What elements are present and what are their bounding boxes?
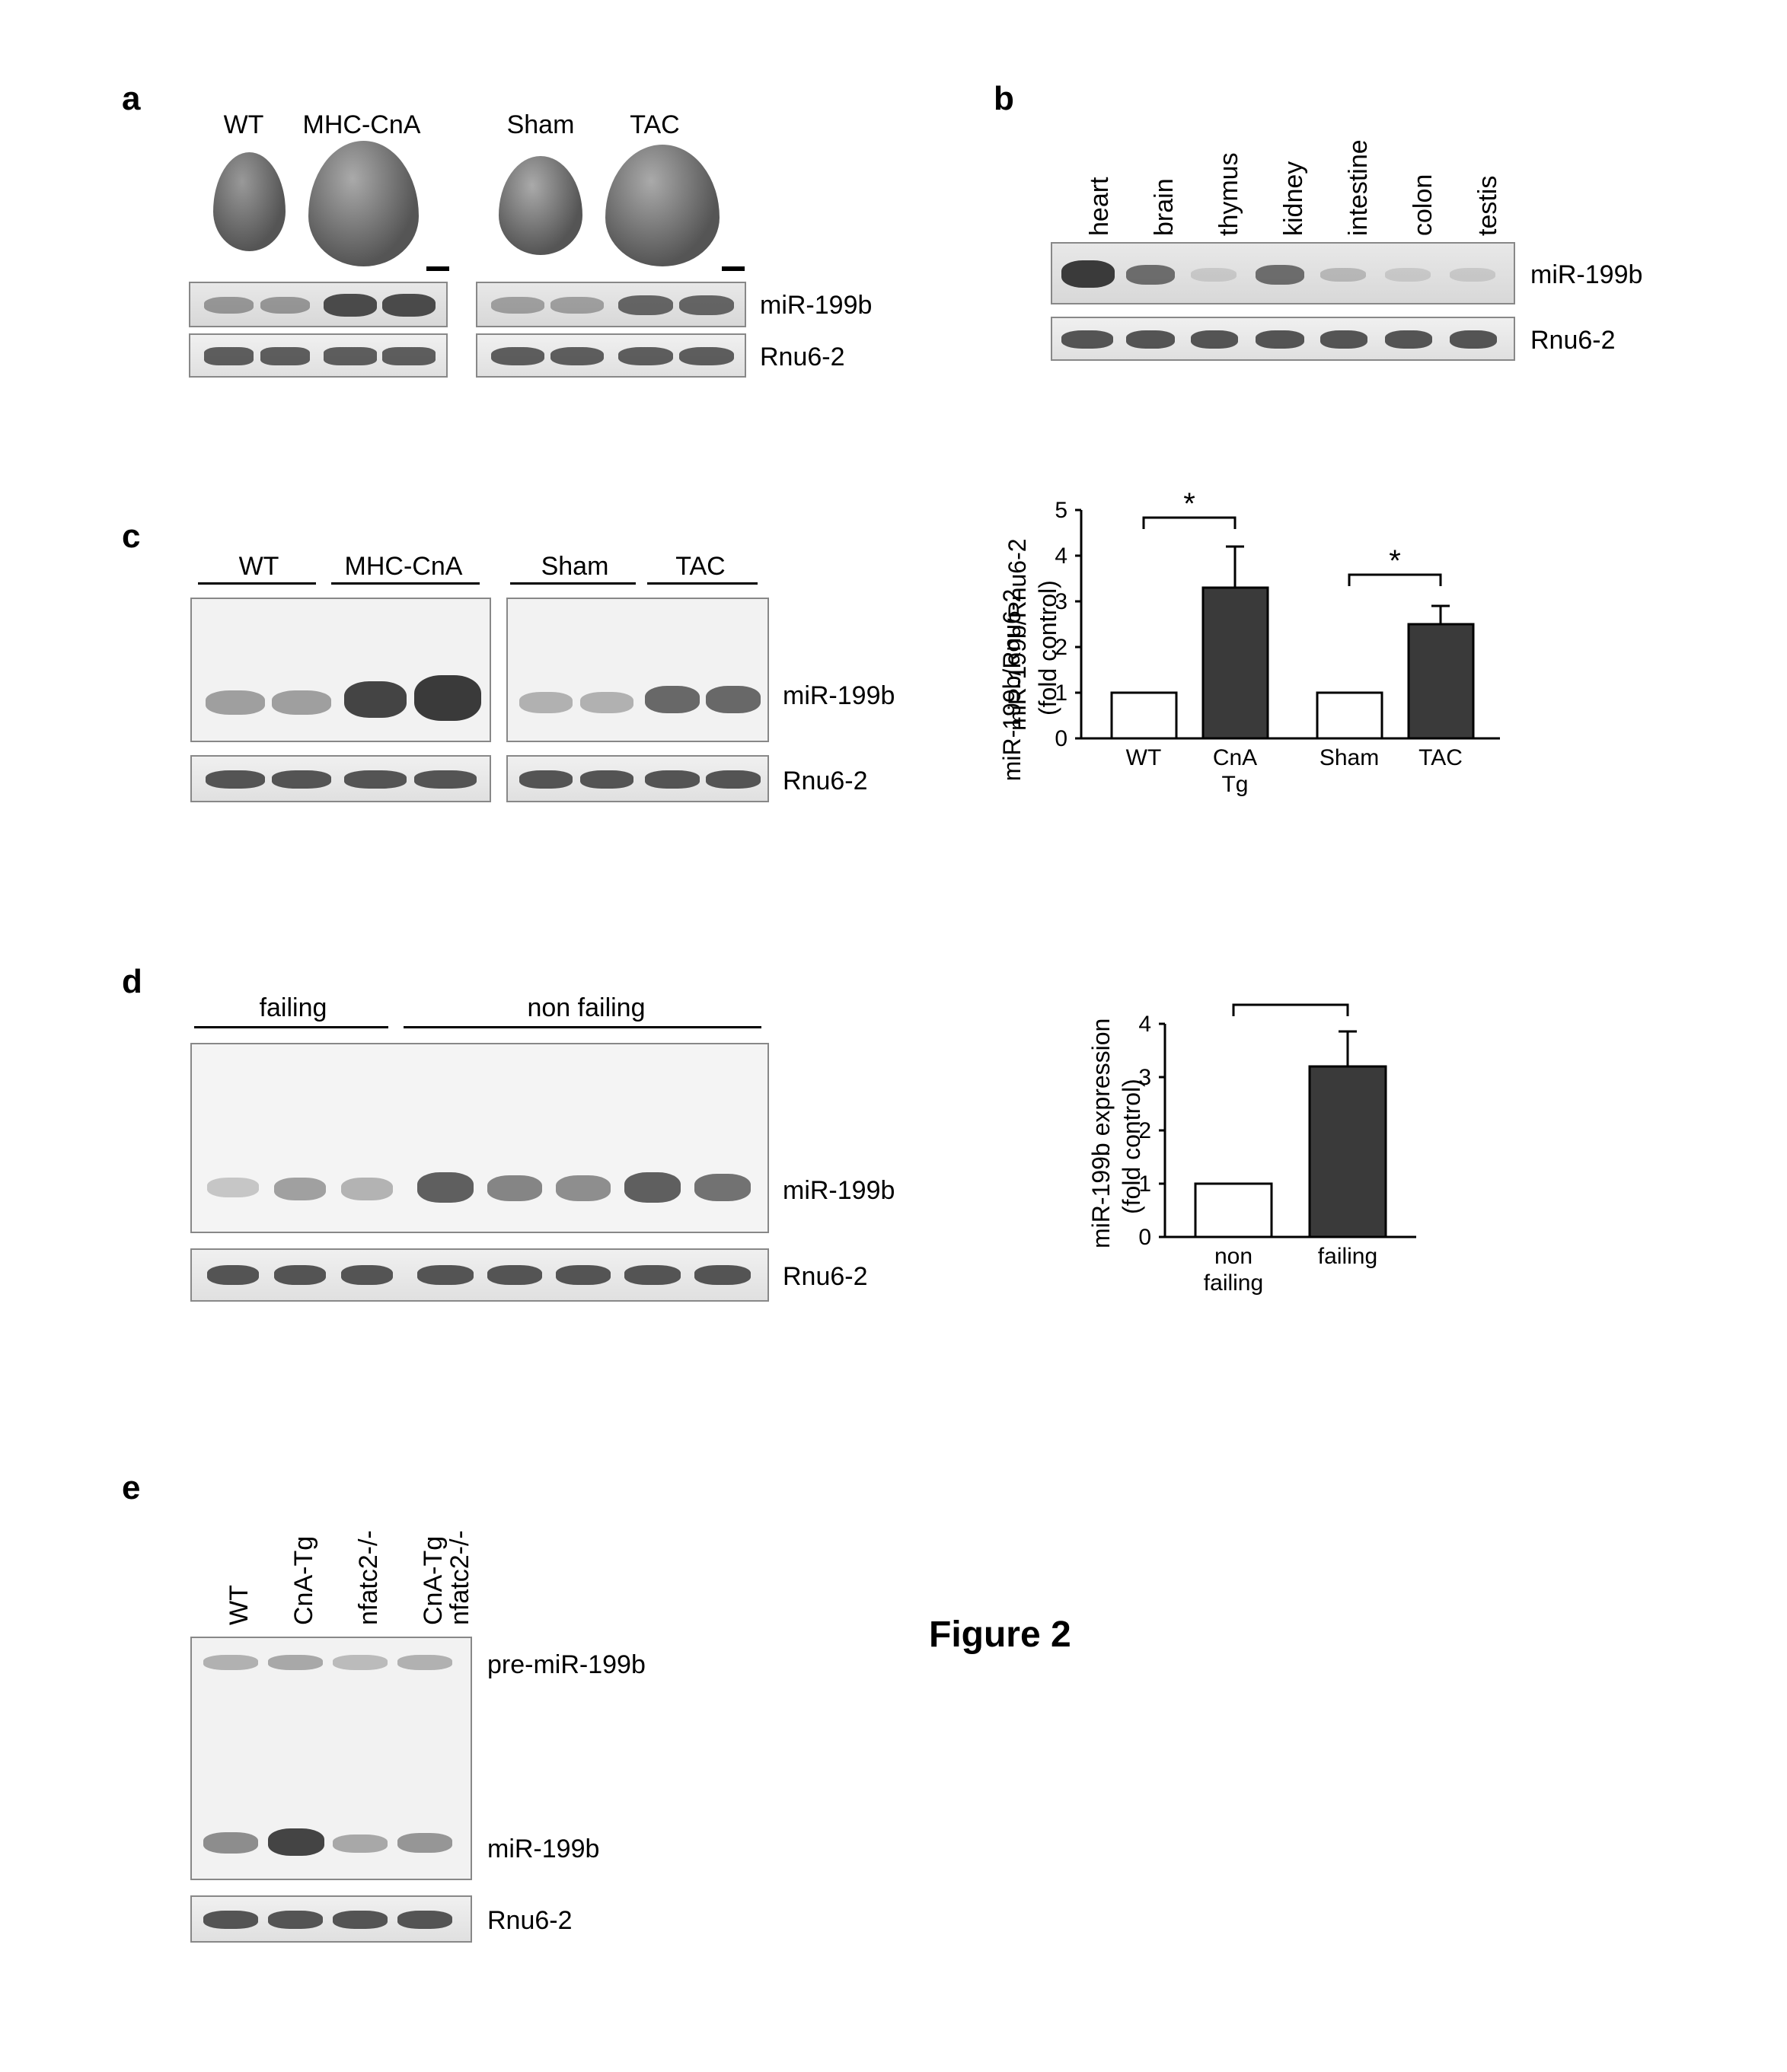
panel-a-sham-label: Sham	[495, 110, 586, 140]
panel-c-rnu-label: Rnu6-2	[783, 767, 868, 796]
svg-text:0: 0	[1055, 726, 1067, 751]
panel-e-main-blot	[190, 1637, 472, 1880]
panel-d-rnu-blot	[190, 1248, 769, 1302]
svg-text:TAC: TAC	[1418, 745, 1463, 770]
svg-text:failing: failing	[1318, 1244, 1377, 1269]
panel-c-left-rnu-blot	[190, 755, 491, 802]
panel-e-pre-label: pre-miR-199b	[487, 1650, 646, 1680]
panel-c-left-mir-blot	[190, 598, 491, 742]
panel-a-scale-2	[722, 266, 745, 271]
panel-b-tissue-labels: heart brain thymus kidney intestine colo…	[1058, 91, 1530, 244]
panel-a-label: a	[122, 80, 140, 118]
panel-d-label: d	[122, 963, 142, 1001]
panel-d-failing-label: failing	[240, 993, 346, 1023]
panel-c-cna-label: MHC-CnA	[335, 552, 472, 582]
panel-c-tac-label: TAC	[662, 552, 739, 582]
panel-e-label: e	[122, 1469, 140, 1507]
panel-c-chart-ylabel2: (fold control)	[1034, 580, 1062, 716]
panel-a-left-mir-blot	[189, 282, 448, 327]
panel-d-mir-blot	[190, 1043, 769, 1233]
panel-d-rnu-label: Rnu6-2	[783, 1262, 868, 1292]
panel-a-heart-wt	[213, 152, 286, 251]
panel-b-label: b	[994, 80, 1014, 118]
panel-c-mir-label: miR-199b	[783, 681, 895, 711]
svg-text:CnA: CnA	[1213, 745, 1257, 770]
panel-c-sham-label: Sham	[529, 552, 621, 582]
panel-a-left-rnu-blot	[189, 333, 448, 378]
panel-a-mir-label: miR-199b	[760, 291, 872, 320]
panel-a-right-mir-blot	[476, 282, 746, 327]
panel-a-heart-sham	[499, 156, 582, 255]
panel-a-heart-cna	[308, 141, 419, 266]
panel-a-rnu-label: Rnu6-2	[760, 343, 845, 372]
panel-d-chart-ylabel1: miR-199b expression	[1087, 1018, 1115, 1248]
svg-text:WT: WT	[1126, 745, 1162, 770]
panel-d-mir-label: miR-199b	[783, 1176, 895, 1206]
panel-a-tac-label: TAC	[617, 110, 693, 140]
svg-text:*: *	[1284, 1001, 1297, 1008]
panel-a-heart-tac	[605, 145, 720, 266]
panel-a-right-rnu-blot	[476, 333, 746, 378]
figure-title: Figure 2	[929, 1614, 1071, 1656]
panel-e-rnu-label: Rnu6-2	[487, 1906, 573, 1936]
svg-text:5: 5	[1055, 498, 1067, 523]
svg-text:4: 4	[1055, 544, 1067, 569]
panel-c-chart: 0 1 2 3 4 5 * * WT CnA Tg Sham TAC miR-1…	[997, 487, 1576, 845]
svg-text:Sham: Sham	[1320, 745, 1379, 770]
panel-b-rnu-label: Rnu6-2	[1530, 326, 1616, 355]
panel-c-right-mir-blot	[506, 598, 769, 742]
panel-c-wt-label: WT	[221, 552, 297, 582]
panel-e-mir-label: miR-199b	[487, 1835, 599, 1864]
panel-b-rnu-blot	[1051, 317, 1515, 361]
svg-text:Tg: Tg	[1221, 772, 1248, 797]
svg-text:4: 4	[1138, 1012, 1151, 1037]
panel-e-lane-labels: WT CnA-Tg nfatc2-/- CnA-Tg nfatc2-/-	[194, 1469, 499, 1637]
panel-e-rnu-blot	[190, 1895, 472, 1943]
panel-d-nonfailing-label: non failing	[510, 993, 662, 1023]
svg-text:non: non	[1214, 1244, 1252, 1269]
panel-c-right-rnu-blot	[506, 755, 769, 802]
svg-text:0: 0	[1138, 1225, 1151, 1250]
panel-d-chart-ylabel2: (fold control)	[1118, 1079, 1146, 1214]
panel-b-mir-label: miR-199b	[1530, 260, 1642, 290]
panel-a-scale-1	[426, 266, 449, 271]
panel-c-label: c	[122, 518, 140, 556]
svg-text:failing: failing	[1204, 1270, 1263, 1296]
panel-c-chart-ylabel1: miR-199b/Rnu6-2	[1004, 538, 1032, 731]
svg-text:*: *	[1183, 487, 1195, 521]
svg-text:*: *	[1389, 544, 1401, 578]
panel-b-mir-blot	[1051, 242, 1515, 304]
panel-a-wt-label: WT	[206, 110, 282, 140]
panel-a-cna-label: MHC-CnA	[293, 110, 430, 140]
